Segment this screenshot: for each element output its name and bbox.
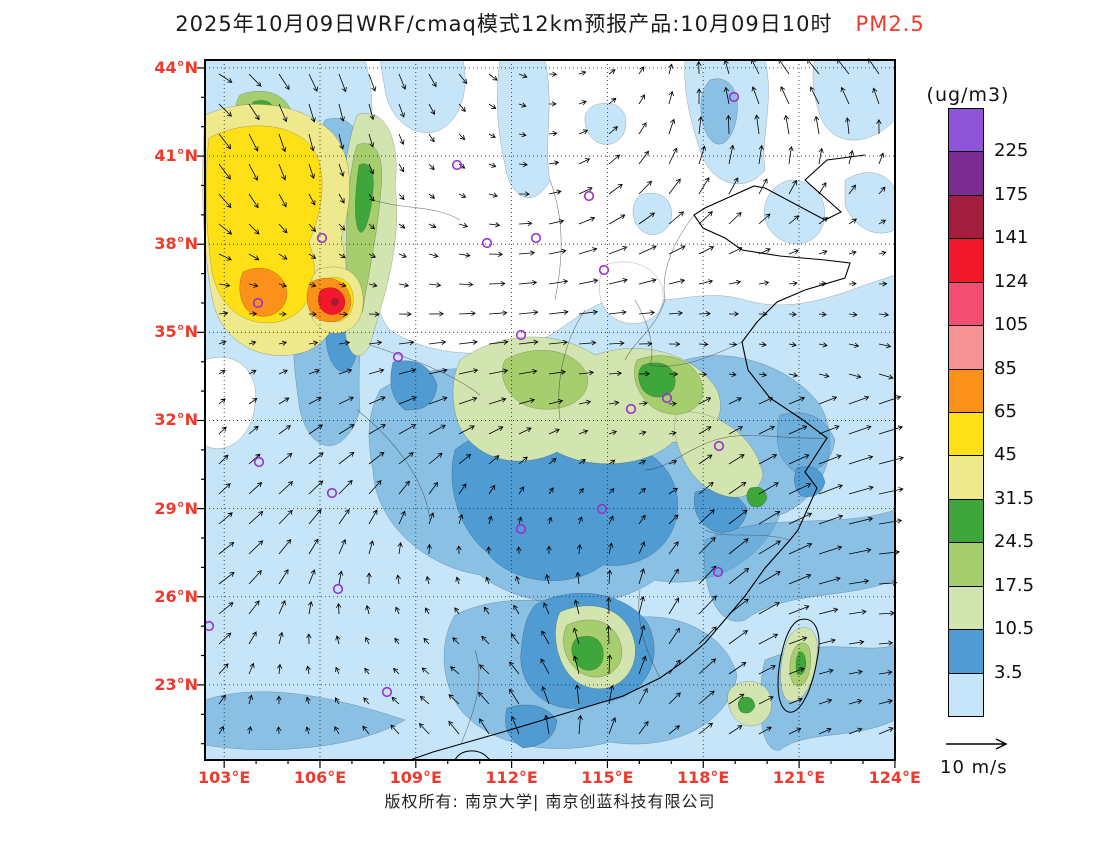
lon-label: 118°E [677, 768, 730, 787]
colorbar-box [948, 281, 984, 327]
colorbar-box [948, 585, 984, 631]
coastline-borders [356, 154, 866, 761]
title-main: 2025年10月09日WRF/cmaq模式12km预报产品:10月09日10时 [175, 12, 833, 36]
colorbar-box [948, 455, 984, 500]
colorbar-tick-label: 17.5 [994, 574, 1035, 596]
axis-ticks [197, 67, 896, 768]
colorbar-box [948, 325, 984, 370]
lat-label: 29°N [154, 498, 198, 518]
city-marker [596, 503, 608, 515]
city-marker [381, 686, 393, 698]
colorbar-tick-label: 65 [994, 401, 1017, 422]
map-frame [204, 59, 896, 761]
lat-label: 41°N [154, 146, 198, 166]
city-marker [515, 523, 527, 535]
wind-reference-arrow-icon [946, 738, 1008, 750]
colorbar-box [948, 368, 984, 413]
colorbar-box [948, 672, 984, 717]
wind-vector-field [218, 58, 904, 735]
city-marker [326, 487, 338, 499]
colorbar-box [948, 151, 984, 196]
city-marker [332, 583, 344, 595]
map-canvas [197, 58, 904, 768]
city-marker [515, 329, 527, 341]
city-marker [625, 403, 637, 415]
city-markers [203, 91, 740, 698]
colorbar-box [948, 194, 984, 240]
city-marker [252, 297, 264, 309]
city-marker [583, 190, 595, 202]
colorbar-tick-label: 45 [994, 444, 1017, 466]
colorbar-box [948, 412, 984, 457]
colorbar-tick-label: 3.5 [994, 661, 1023, 683]
colorbar-tick-label: 10.5 [994, 618, 1035, 640]
lon-label: 109°E [389, 768, 442, 787]
wind-reference: 10 m/s [940, 736, 1030, 778]
colorbar-tick-label: 105 [994, 314, 1029, 336]
copyright-text: 版权所有: 南京大学| 南京创蓝科技有限公司 [384, 792, 716, 811]
colorbar-box [948, 542, 984, 587]
city-marker [728, 91, 740, 103]
lon-label: 115°E [581, 768, 634, 787]
pm25-contour-fills [202, 59, 896, 761]
colorbar-tick-label: 225 [994, 140, 1029, 162]
forecast-map [197, 58, 904, 768]
city-marker [598, 264, 610, 276]
city-marker [661, 392, 673, 404]
lat-label: 26°N [154, 586, 198, 606]
colorbar-tick-label: 124 [994, 270, 1029, 292]
colorbar-box [948, 629, 984, 674]
lat-label: 32°N [154, 410, 198, 430]
city-marker [481, 237, 493, 249]
city-marker [316, 232, 328, 244]
lat-label: 35°N [154, 322, 198, 342]
city-marker [713, 440, 725, 452]
lon-label: 124°E [868, 768, 921, 787]
page-title: 2025年10月09日WRF/cmaq模式12km预报产品:10月09日10时 … [0, 8, 1100, 38]
city-marker [712, 566, 724, 578]
lat-label: 38°N [154, 234, 198, 254]
colorbar-tick-label: 141 [994, 227, 1029, 249]
colorbar-tick-label: 24.5 [994, 531, 1035, 553]
colorbar-tick-label: 85 [994, 357, 1017, 379]
lon-label: 121°E [772, 768, 826, 787]
city-marker [253, 456, 265, 468]
colorbar-box [948, 238, 984, 283]
lat-label: 23°N [154, 674, 198, 694]
city-marker [451, 159, 463, 171]
graticule-gridlines [205, 60, 895, 760]
colorbar-box [948, 498, 984, 544]
lat-label: 44°N [154, 57, 198, 77]
lon-label: 112°E [485, 768, 538, 787]
city-marker [392, 351, 404, 363]
title-pollutant: PM2.5 [855, 12, 925, 36]
colorbar-tick-label: 175 [994, 183, 1029, 205]
lon-label: 106°E [293, 768, 347, 787]
colorbar-title: (ug/m3) [926, 84, 1010, 106]
wind-reference-label: 10 m/s [940, 757, 1008, 778]
colorbar-box [948, 108, 984, 153]
colorbar-tick-label: 31.5 [994, 487, 1035, 509]
lon-label: 103°E [198, 768, 251, 787]
city-marker [530, 232, 542, 244]
